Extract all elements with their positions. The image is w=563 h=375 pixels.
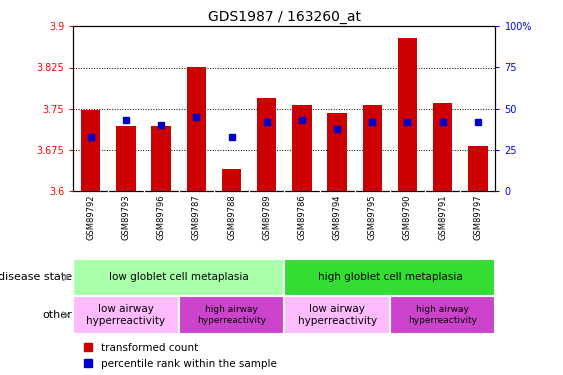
Text: high globlet cell metaplasia: high globlet cell metaplasia bbox=[318, 273, 462, 282]
Text: GSM89796: GSM89796 bbox=[157, 195, 166, 240]
Bar bbox=[328, 113, 347, 191]
Text: GSM89789: GSM89789 bbox=[262, 195, 271, 240]
Bar bbox=[433, 103, 452, 191]
Bar bbox=[222, 169, 241, 191]
Bar bbox=[284, 259, 495, 296]
Text: GSM89794: GSM89794 bbox=[333, 195, 342, 240]
Bar bbox=[468, 146, 488, 191]
Text: GSM89797: GSM89797 bbox=[473, 195, 482, 240]
Text: GSM89793: GSM89793 bbox=[122, 195, 131, 240]
Bar bbox=[73, 259, 284, 296]
Bar bbox=[73, 296, 179, 334]
Text: GSM89790: GSM89790 bbox=[403, 195, 412, 240]
Text: low globlet cell metaplasia: low globlet cell metaplasia bbox=[109, 273, 249, 282]
Text: disease state: disease state bbox=[0, 273, 73, 282]
Bar bbox=[257, 98, 276, 191]
Text: low airway
hyperreactivity: low airway hyperreactivity bbox=[86, 304, 166, 326]
Bar bbox=[151, 126, 171, 191]
Text: GSM89795: GSM89795 bbox=[368, 195, 377, 240]
Title: GDS1987 / 163260_at: GDS1987 / 163260_at bbox=[208, 10, 361, 24]
Text: low airway
hyperreactivity: low airway hyperreactivity bbox=[297, 304, 377, 326]
Bar bbox=[284, 296, 390, 334]
Bar bbox=[292, 105, 311, 191]
Text: GSM89786: GSM89786 bbox=[297, 195, 306, 240]
Bar bbox=[363, 105, 382, 191]
Text: GSM89787: GSM89787 bbox=[192, 195, 201, 240]
Bar bbox=[81, 110, 100, 191]
Text: other: other bbox=[43, 310, 73, 320]
Text: GSM89792: GSM89792 bbox=[86, 195, 95, 240]
Bar bbox=[117, 126, 136, 191]
Text: high airway
hyperreactivity: high airway hyperreactivity bbox=[197, 305, 266, 325]
Text: GSM89791: GSM89791 bbox=[438, 195, 447, 240]
Text: GSM89788: GSM89788 bbox=[227, 195, 236, 240]
Legend: transformed count, percentile rank within the sample: transformed count, percentile rank withi… bbox=[78, 339, 282, 373]
Text: high airway
hyperreactivity: high airway hyperreactivity bbox=[408, 305, 477, 325]
Bar bbox=[390, 296, 495, 334]
Bar bbox=[187, 67, 206, 191]
Bar bbox=[398, 38, 417, 191]
Bar bbox=[179, 296, 284, 334]
